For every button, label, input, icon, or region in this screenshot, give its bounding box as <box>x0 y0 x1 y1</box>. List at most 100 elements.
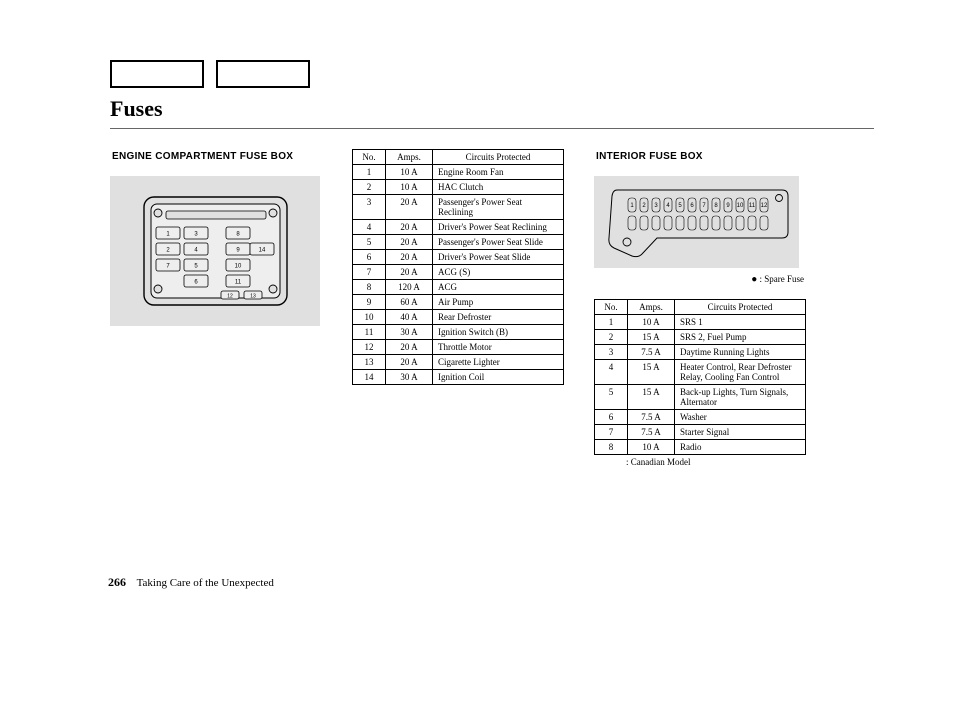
cell-circuit: Air Pump <box>433 295 564 310</box>
table-row: 215 ASRS 2, Fuel Pump <box>595 330 806 345</box>
cell-amps: 7.5 A <box>628 345 675 360</box>
cell-circuit: Driver's Power Seat Slide <box>433 250 564 265</box>
th-no: No. <box>595 300 628 315</box>
th-circuits: Circuits Protected <box>433 150 564 165</box>
page-title: Fuses <box>110 94 874 129</box>
cell-no: 2 <box>595 330 628 345</box>
engine-label: ENGINE COMPARTMENT FUSE BOX <box>112 151 322 162</box>
interior-fuse-table: No. Amps. Circuits Protected 110 ASRS 12… <box>594 299 806 455</box>
table-row: 520 APassenger's Power Seat Slide <box>353 235 564 250</box>
table-row: 37.5 ADaytime Running Lights <box>595 345 806 360</box>
cell-amps: 20 A <box>386 235 433 250</box>
table-row: 810 ARadio <box>595 440 806 455</box>
cell-amps: 15 A <box>628 360 675 385</box>
table-row: 1040 ARear Defroster <box>353 310 564 325</box>
cell-circuit: SRS 2, Fuel Pump <box>675 330 806 345</box>
section-name: Taking Care of the Unexpected <box>137 577 274 589</box>
table-row: 1320 ACigarette Lighter <box>353 355 564 370</box>
cell-circuit: Back-up Lights, Turn Signals, Alternator <box>675 385 806 410</box>
cell-no: 5 <box>353 235 386 250</box>
fuse-slot-label: 13 <box>250 294 256 300</box>
table-row: 1430 AIgnition Coil <box>353 370 564 385</box>
cell-amps: 20 A <box>386 355 433 370</box>
cell-amps: 7.5 A <box>628 425 675 440</box>
cell-no: 8 <box>595 440 628 455</box>
cell-no: 8 <box>353 280 386 295</box>
cell-no: 4 <box>353 220 386 235</box>
cell-no: 1 <box>595 315 628 330</box>
fuse-slot <box>664 216 672 230</box>
spare-fuse-note: ● : Spare Fuse <box>594 274 804 285</box>
cell-no: 3 <box>353 195 386 220</box>
cell-circuit: Driver's Power Seat Reclining <box>433 220 564 235</box>
engine-diagram: 1234567891011141213 <box>110 176 320 326</box>
table-row: 415 AHeater Control, Rear Defroster Rela… <box>595 360 806 385</box>
columns: ENGINE COMPARTMENT FUSE BOX 123456789101… <box>110 151 874 467</box>
cell-amps: 20 A <box>386 265 433 280</box>
cell-amps: 7.5 A <box>628 410 675 425</box>
cell-circuit: Cigarette Lighter <box>433 355 564 370</box>
engine-fuse-table: No. Amps. Circuits Protected 110 AEngine… <box>352 149 564 385</box>
cell-circuit: ACG <box>433 280 564 295</box>
interior-label: INTERIOR FUSE BOX <box>596 151 806 162</box>
cell-no: 6 <box>353 250 386 265</box>
cell-no: 2 <box>353 180 386 195</box>
col-interior: INTERIOR FUSE BOX 123456789101112 ● : Sp… <box>594 151 806 467</box>
table-row: 110 ASRS 1 <box>595 315 806 330</box>
table-row: 1220 AThrottle Motor <box>353 340 564 355</box>
cell-amps: 10 A <box>386 180 433 195</box>
table-row: 720 AACG (S) <box>353 265 564 280</box>
cell-amps: 10 A <box>628 315 675 330</box>
table-header-row: No. Amps. Circuits Protected <box>595 300 806 315</box>
th-no: No. <box>353 150 386 165</box>
col-engine-diagram: ENGINE COMPARTMENT FUSE BOX 123456789101… <box>110 151 322 326</box>
cell-amps: 15 A <box>628 330 675 345</box>
interior-diagram: 123456789101112 <box>594 176 799 268</box>
table-row: 620 ADriver's Power Seat Slide <box>353 250 564 265</box>
cell-no: 9 <box>353 295 386 310</box>
cell-amps: 20 A <box>386 195 433 220</box>
table-row: 8120 AACG <box>353 280 564 295</box>
cell-amps: 10 A <box>628 440 675 455</box>
cell-no: 1 <box>353 165 386 180</box>
canadian-footnote: : Canadian Model <box>626 457 806 467</box>
cell-circuit: Ignition Switch (B) <box>433 325 564 340</box>
cell-amps: 40 A <box>386 310 433 325</box>
fuse-slot <box>748 216 756 230</box>
table-row: 420 ADriver's Power Seat Reclining <box>353 220 564 235</box>
tab-blank-2 <box>216 60 310 88</box>
fuse-slot-label: 14 <box>258 248 265 254</box>
fuse-slot-label: 12 <box>227 294 233 300</box>
spare-text: : Spare Fuse <box>760 274 805 284</box>
cell-no: 10 <box>353 310 386 325</box>
fuse-slot-label: 12 <box>760 203 767 209</box>
fuse-slot <box>700 216 708 230</box>
bullet-icon: ● <box>751 274 757 285</box>
table-row: 210 AHAC Clutch <box>353 180 564 195</box>
cell-amps: 20 A <box>386 340 433 355</box>
cell-amps: 30 A <box>386 325 433 340</box>
header-tabs <box>110 60 874 88</box>
fuse-slot <box>652 216 660 230</box>
cell-circuit: Passenger's Power Seat Reclining <box>433 195 564 220</box>
cell-no: 7 <box>353 265 386 280</box>
cell-amps: 20 A <box>386 250 433 265</box>
fuse-slot-label: 11 <box>748 203 755 209</box>
cell-circuit: Starter Signal <box>675 425 806 440</box>
cell-no: 3 <box>595 345 628 360</box>
page-number: 266 <box>108 575 126 589</box>
th-amps: Amps. <box>386 150 433 165</box>
cell-circuit: Washer <box>675 410 806 425</box>
cell-amps: 20 A <box>386 220 433 235</box>
fuse-slot <box>640 216 648 230</box>
cell-circuit: Heater Control, Rear Defroster Relay, Co… <box>675 360 806 385</box>
cell-circuit: ACG (S) <box>433 265 564 280</box>
table-row: 960 AAir Pump <box>353 295 564 310</box>
cell-no: 5 <box>595 385 628 410</box>
cell-no: 6 <box>595 410 628 425</box>
fuse-slot <box>628 216 636 230</box>
cell-no: 4 <box>595 360 628 385</box>
cell-circuit: Daytime Running Lights <box>675 345 806 360</box>
col-engine-table: No. Amps. Circuits Protected 110 AEngine… <box>352 151 564 385</box>
cell-amps: 30 A <box>386 370 433 385</box>
